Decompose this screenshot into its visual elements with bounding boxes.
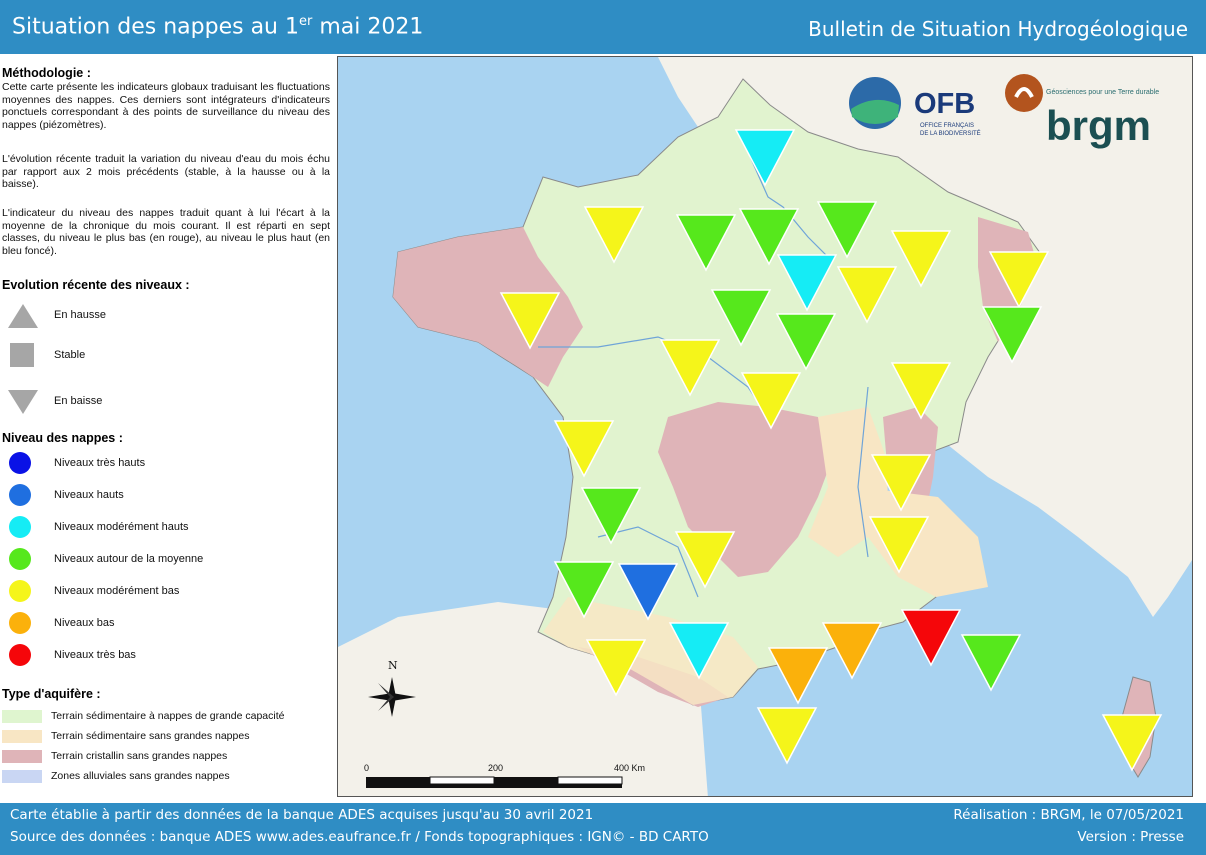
map-title: Situation des nappes au 1er mai 2021 [12,14,424,40]
levels-heading: Niveau des nappes : [2,431,123,445]
indicator-7 [776,254,838,312]
map-canvas: N 0 200 400 Km OFB OFFICE FRANÇAIS DE LA… [338,57,1192,796]
scale-label-200: 200 [488,763,503,773]
indicator-20 [674,531,736,589]
header-banner: Situation des nappes au 1er mai 2021 Bul… [0,0,1206,54]
north-label: N [388,659,398,672]
legend-level-1: Niveaux hauts [6,482,336,510]
indicator-6 [988,251,1050,309]
footer-banner: Carte établie à partir des données de la… [0,803,1206,855]
level-dot-icon [9,484,31,506]
ofb-logo-text: OFB [914,88,975,120]
indicator-24 [668,622,730,680]
legend-level-4: Niveaux modérément bas [6,578,336,606]
methodology-heading: Méthodologie : [2,66,91,80]
scale-label-400: 400 Km [614,763,645,773]
aquifer-swatch [2,710,42,723]
ofb-sub1: OFFICE FRANÇAIS [920,123,974,129]
indicator-5 [890,230,952,288]
footer-author: Réalisation : BRGM, le 07/05/2021 [953,807,1184,823]
triangle-up-icon [8,304,38,328]
provence [858,487,988,597]
scale-label-0: 0 [364,763,369,773]
indicator-layer [499,129,1163,772]
indicator-23 [585,639,647,697]
legend-aquifer-2: Terrain cristallin sans grandes nappes [2,748,332,764]
indicator-4 [816,201,878,259]
north-arrow: N [368,659,416,717]
triangle-down-icon [8,390,38,414]
legend-item-stable: Stable [6,342,336,370]
france-map: N 0 200 400 Km OFB OFFICE FRANÇAIS DE LA… [337,56,1193,797]
legend-level-6: Niveaux très bas [6,642,336,670]
aquifer-heading: Type d'aquifère : [2,687,101,701]
indicator-10 [710,289,772,347]
indicator-11 [775,313,837,371]
indicator-14 [740,372,802,430]
indicator-12 [981,306,1043,364]
indicator-18 [580,487,642,545]
indicator-22 [617,563,679,621]
indicator-25 [767,647,829,705]
indicator-28 [960,634,1022,692]
legend-level-2: Niveaux modérément hauts [6,514,336,542]
indicator-8 [836,266,898,324]
square-icon [10,343,34,367]
legend-aquifer-3: Zones alluviales sans grandes nappes [2,768,332,784]
indicator-27 [900,609,962,667]
aquifer-swatch [2,770,42,783]
indicator-17 [870,454,932,512]
level-dot-icon [9,548,31,570]
scale-bar: 0 200 400 Km [364,763,645,788]
indicator-0 [734,129,796,187]
ofb-sub2: DE LA BIODIVERSITÉ [920,130,981,137]
methodology-paragraph-2: L'évolution récente traduit la variation… [2,153,330,190]
indicator-21 [553,561,615,619]
indicator-16 [553,420,615,478]
indicator-26 [821,622,883,680]
legend-panel: Méthodologie : Cette carte présente les … [0,58,336,798]
indicator-30 [1101,714,1163,772]
legend-aquifer-1: Terrain sédimentaire sans grandes nappes [2,728,332,744]
methodology-paragraph-3: L'indicateur du niveau des nappes tradui… [2,207,330,257]
armorican-massif [393,227,583,387]
legend-level-0: Niveaux très hauts [6,450,336,478]
aquifer-swatch [2,750,42,763]
indicator-1 [583,206,645,264]
legend-level-5: Niveaux bas [6,610,336,638]
brgm-logo-mark [1005,74,1043,112]
brgm-tagline: Géosciences pour une Terre durable [1046,89,1159,96]
evolution-heading: Evolution récente des niveaux : [2,278,190,292]
indicator-15 [890,362,952,420]
brgm-logo-text: brgm [1046,102,1151,149]
legend-item-hausse: En hausse [6,302,336,330]
legend-item-baisse: En baisse [6,388,336,416]
footer-source: Source des données : banque ADES www.ade… [10,829,709,845]
logo-area: OFB OFFICE FRANÇAIS DE LA BIODIVERSITÉ b… [849,74,1159,149]
indicator-13 [659,339,721,397]
methodology-paragraph-1: Cette carte présente les indicateurs glo… [2,81,330,131]
river-rhone [857,386,869,558]
aquitaine-south [543,597,758,705]
aquifer-swatch [2,730,42,743]
footer-version: Version : Presse [1077,829,1184,845]
river-seine [747,151,829,258]
footer-data-note: Carte établie à partir des données de la… [10,807,594,823]
indicator-29 [756,707,818,765]
indicator-9 [499,292,561,350]
bulletin-subtitle: Bulletin de Situation Hydrogéologique [808,17,1188,41]
indicator-19 [868,516,930,574]
level-dot-icon [9,580,31,602]
level-dot-icon [9,452,31,474]
legend-level-3: Niveaux autour de la moyenne [6,546,336,574]
level-dot-icon [9,516,31,538]
river-garonne [597,526,699,598]
level-dot-icon [9,612,31,634]
legend-aquifer-0: Terrain sédimentaire à nappes de grande … [2,708,332,724]
indicator-3 [738,208,800,266]
indicator-2 [675,214,737,272]
level-dot-icon [9,644,31,666]
